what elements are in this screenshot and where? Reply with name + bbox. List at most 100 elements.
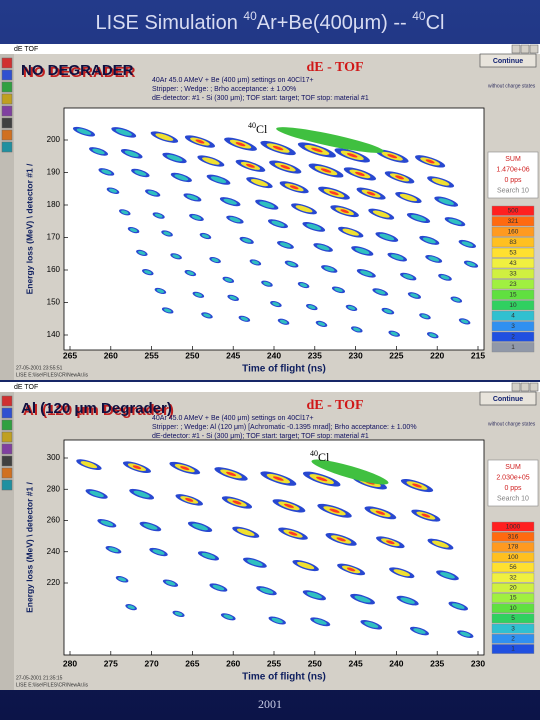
yield-island-core bbox=[166, 154, 183, 162]
yield-island-core bbox=[372, 210, 390, 218]
yield-island-core bbox=[224, 277, 233, 282]
scale-cell bbox=[491, 258, 535, 269]
yield-island-peak bbox=[272, 476, 284, 481]
yield-island-core bbox=[240, 316, 249, 321]
y-tick-label: 140 bbox=[47, 330, 61, 339]
yield-island-core bbox=[317, 321, 326, 326]
timestamp: 27-05-2001 23:55:51 bbox=[16, 365, 63, 371]
yield-island-peak bbox=[329, 508, 340, 513]
yield-island-core bbox=[316, 244, 330, 251]
x-axis-label: Time of flight (ns) bbox=[242, 672, 326, 683]
toolbar-button[interactable] bbox=[1, 467, 13, 479]
window-title: dE TOF bbox=[14, 46, 38, 53]
scale-label: 15 bbox=[509, 595, 517, 602]
yield-island-core bbox=[115, 128, 132, 136]
yield-island-core bbox=[247, 559, 263, 567]
toolbar-button[interactable] bbox=[1, 105, 13, 117]
scale-cell bbox=[491, 644, 535, 654]
yield-island-core bbox=[147, 190, 158, 196]
isotope-annotation: 40Cl bbox=[310, 449, 330, 464]
yield-island-core bbox=[342, 228, 359, 236]
sum-count: 1.470e+06 bbox=[496, 166, 529, 173]
sum-search: Search 10 bbox=[497, 495, 529, 502]
scale-cell bbox=[491, 268, 535, 279]
x-tick-label: 270 bbox=[145, 658, 159, 668]
x-tick-label: 235 bbox=[308, 350, 322, 360]
scale-label: 23 bbox=[509, 281, 517, 288]
toolbar-button[interactable] bbox=[1, 81, 13, 93]
yield-island-core bbox=[279, 242, 291, 248]
scale-cell bbox=[491, 532, 535, 542]
yield-island-core bbox=[429, 333, 437, 338]
yield-island-core bbox=[306, 591, 322, 599]
yield-island-core bbox=[460, 631, 471, 637]
toolbar-button[interactable] bbox=[1, 419, 13, 431]
yield-island-peak bbox=[284, 503, 294, 508]
yield-island-core bbox=[143, 523, 158, 530]
toolbar-button[interactable] bbox=[1, 407, 13, 419]
yield-island-core bbox=[191, 215, 202, 220]
continue-label: Continue bbox=[493, 396, 523, 403]
toolbar-button[interactable] bbox=[1, 129, 13, 141]
yield-island-peak bbox=[195, 139, 205, 144]
scale-label: 2 bbox=[511, 636, 515, 643]
yield-island-core bbox=[223, 198, 237, 205]
scale-label: 1 bbox=[511, 344, 515, 351]
scale-cell bbox=[491, 247, 535, 258]
y-tick-label: 300 bbox=[47, 453, 61, 462]
x-tick-label: 250 bbox=[308, 658, 322, 668]
window-control[interactable] bbox=[520, 382, 530, 392]
toolbar-button[interactable] bbox=[1, 141, 13, 153]
yield-island-peak bbox=[320, 168, 332, 173]
scale-cell bbox=[491, 289, 535, 300]
yield-island-core bbox=[118, 577, 127, 582]
toolbar-button[interactable] bbox=[1, 431, 13, 443]
main-island bbox=[311, 459, 389, 485]
toolbar-button[interactable] bbox=[1, 93, 13, 105]
continue-label: Continue bbox=[493, 58, 523, 65]
x-tick-label: 255 bbox=[145, 350, 159, 360]
x-tick-label: 240 bbox=[267, 350, 281, 360]
continue-button[interactable] bbox=[479, 53, 537, 68]
yield-island-core bbox=[399, 193, 418, 202]
scale-cell bbox=[491, 279, 535, 290]
title-mass: 40 bbox=[243, 9, 257, 23]
yield-island-core bbox=[440, 572, 455, 579]
info-line: 40Ar 45.0 AMeV + Be (400 μm) settings on… bbox=[152, 77, 314, 84]
yield-island-core bbox=[297, 561, 315, 570]
window-control[interactable] bbox=[511, 44, 521, 54]
yield-island-peak bbox=[346, 567, 356, 572]
yield-island-core bbox=[271, 617, 283, 624]
yield-island-core bbox=[144, 270, 152, 275]
yield-island-core bbox=[192, 523, 208, 531]
sum-title: SUM bbox=[505, 156, 521, 163]
sum-rate: 0 pps bbox=[504, 177, 522, 184]
toolbar-button[interactable] bbox=[1, 117, 13, 129]
toolbar-button[interactable] bbox=[1, 69, 13, 81]
toolbar-button[interactable] bbox=[1, 57, 13, 69]
yield-island-peak bbox=[132, 465, 142, 470]
yield-island-core bbox=[259, 201, 275, 208]
yield-island-core bbox=[431, 178, 450, 186]
yield-island-core bbox=[89, 490, 104, 498]
window-control[interactable] bbox=[511, 382, 521, 392]
yield-island-core bbox=[251, 260, 260, 265]
continue-button[interactable] bbox=[479, 391, 537, 406]
yield-island-core bbox=[259, 587, 274, 594]
toolbar-button[interactable] bbox=[1, 395, 13, 407]
yield-island-core bbox=[174, 611, 183, 616]
scale-label: 20 bbox=[509, 585, 517, 592]
toolbar-button[interactable] bbox=[1, 455, 13, 467]
scale-label: 15 bbox=[509, 291, 517, 298]
yield-island-core bbox=[124, 150, 139, 157]
window-control[interactable] bbox=[529, 44, 539, 54]
toolbar-button[interactable] bbox=[1, 443, 13, 455]
info-line: Stripper: ; Wedge: Al (120 μm) [Achromat… bbox=[152, 424, 417, 431]
yield-island-core bbox=[211, 258, 219, 263]
yield-island-core bbox=[202, 157, 220, 165]
window-control[interactable] bbox=[520, 44, 530, 54]
window-control[interactable] bbox=[529, 382, 539, 392]
toolbar-button[interactable] bbox=[1, 479, 13, 491]
yield-island-core bbox=[400, 597, 415, 604]
yield-island-core bbox=[229, 217, 241, 223]
